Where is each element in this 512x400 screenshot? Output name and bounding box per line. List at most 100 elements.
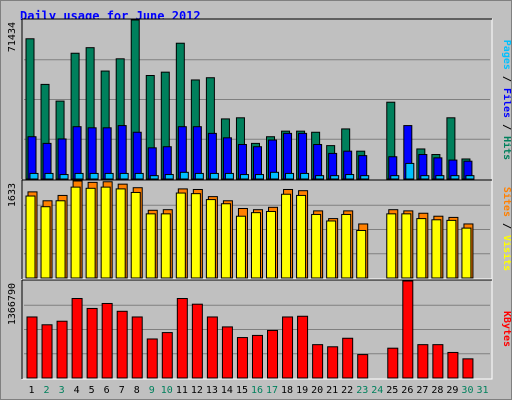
bar-pages-day-14 [224,172,234,180]
bar-visits-day-15 [235,215,246,279]
x-tick-label-day-26: 26 [401,385,413,396]
legend-item-kbytes: KBytes [501,311,511,347]
bar-visits-day-14 [220,203,231,279]
x-tick-label-day-14: 14 [221,385,233,396]
bar-files-day-12 [192,126,202,180]
x-tick-label-day-25: 25 [386,385,398,396]
x-tick-label-day-2: 2 [44,385,50,396]
x-tick-label-day-3: 3 [59,385,65,396]
bar-pages-day-21 [330,175,340,180]
legend-separator: / [501,118,511,136]
y-max-label: 1366790 [7,283,18,325]
legend-item-sites: Sites [501,187,511,217]
bar-pages-day-8 [134,172,144,180]
bar-files-day-5 [87,127,97,180]
bar-kbytes-day-19 [297,315,309,379]
bar-visits-day-10 [160,213,171,279]
bar-pages-day-9 [149,175,159,180]
bar-files-day-9 [147,147,157,180]
bar-visits-day-5 [85,187,96,279]
x-tick-label-day-18: 18 [281,385,293,396]
x-tick-label-day-27: 27 [416,385,428,396]
x-tick-label-day-12: 12 [191,385,203,396]
bar-files-day-1 [27,136,37,180]
legend-item-hits: Hits [501,136,511,160]
y-max-label: 71434 [7,22,18,52]
bar-visits-day-20 [311,213,322,279]
bar-kbytes-day-3 [56,320,68,379]
bar-kbytes-day-7 [116,310,128,379]
legend-kbytes: KBytes [501,311,511,347]
x-tick-label-day-19: 19 [296,385,308,396]
bar-files-day-18 [283,132,293,180]
x-tick-label-day-16: 16 [251,385,263,396]
bar-kbytes-day-8 [131,316,143,379]
bar-visits-day-2 [40,206,51,279]
x-tick-label-day-30: 30 [461,385,473,396]
x-tick-label-day-11: 11 [176,385,188,396]
bar-visits-day-3 [55,200,66,279]
bar-visits-day-16 [250,212,261,279]
x-tick-label-day-28: 28 [431,385,443,396]
x-tick-label-day-5: 5 [89,385,95,396]
x-tick-label-day-17: 17 [266,385,278,396]
bar-kbytes-day-20 [312,344,324,379]
bar-pages-day-3 [59,174,69,180]
y-max-label: 1633 [7,183,18,207]
legend-item-pages: Pages [501,40,511,70]
x-tick-label-day-15: 15 [236,385,248,396]
bar-pages-day-18 [285,172,295,180]
x-tick-label-day-24: 24 [371,385,383,396]
bar-visits-day-26 [401,213,412,279]
x-tick-label-day-10: 10 [161,385,173,396]
bar-kbytes-day-22 [342,337,354,379]
bar-pages-day-26 [405,162,415,180]
bar-visits-day-18 [281,193,292,279]
x-tick-label-day-21: 21 [326,385,338,396]
x-tick-label-day-23: 23 [356,385,368,396]
bar-pages-day-4 [74,172,84,180]
bar-visits-day-4 [70,186,81,279]
bar-pages-day-13 [209,172,219,180]
bar-visits-day-19 [296,194,307,279]
bar-files-day-21 [328,152,338,180]
x-tick-label-day-1: 1 [29,385,35,396]
bar-pages-day-22 [345,174,355,180]
x-tick-label-day-7: 7 [119,385,125,396]
bar-pages-day-1 [29,172,39,180]
bar-pages-day-28 [435,175,445,180]
bar-files-day-19 [298,132,308,180]
bar-pages-day-17 [270,171,280,180]
bar-kbytes-day-29 [447,351,459,379]
bar-kbytes-day-26 [402,280,414,379]
bar-visits-day-12 [190,193,201,279]
bar-kbytes-day-12 [191,303,203,379]
x-tick-label-day-29: 29 [446,385,458,396]
x-tick-label-day-9: 9 [149,385,155,396]
bar-visits-day-21 [326,220,337,279]
bar-kbytes-day-28 [432,344,444,379]
bar-visits-day-29 [446,219,457,279]
bar-kbytes-day-17 [267,329,279,379]
x-tick-label-day-13: 13 [206,385,218,396]
legend-visits-sites: Sites / Visits [501,187,511,271]
bar-kbytes-day-11 [176,298,188,379]
bar-files-day-14 [222,137,232,180]
bar-files-day-8 [132,131,142,180]
bar-pages-day-23 [360,175,370,180]
bar-kbytes-day-16 [251,334,263,379]
bar-visits-day-9 [145,213,156,279]
legend-item-visits: Visits [501,235,511,271]
x-tick-label-day-31: 31 [476,385,488,396]
bar-files-day-4 [72,126,82,180]
bar-kbytes-day-13 [206,316,218,379]
x-tick-label-day-4: 4 [74,385,80,396]
bar-kbytes-day-21 [327,346,339,379]
bar-visits-day-25 [386,213,397,279]
bar-kbytes-day-18 [282,316,294,379]
bar-pages-day-30 [465,175,475,180]
bar-pages-day-5 [89,172,99,180]
x-tick-label-day-22: 22 [341,385,353,396]
